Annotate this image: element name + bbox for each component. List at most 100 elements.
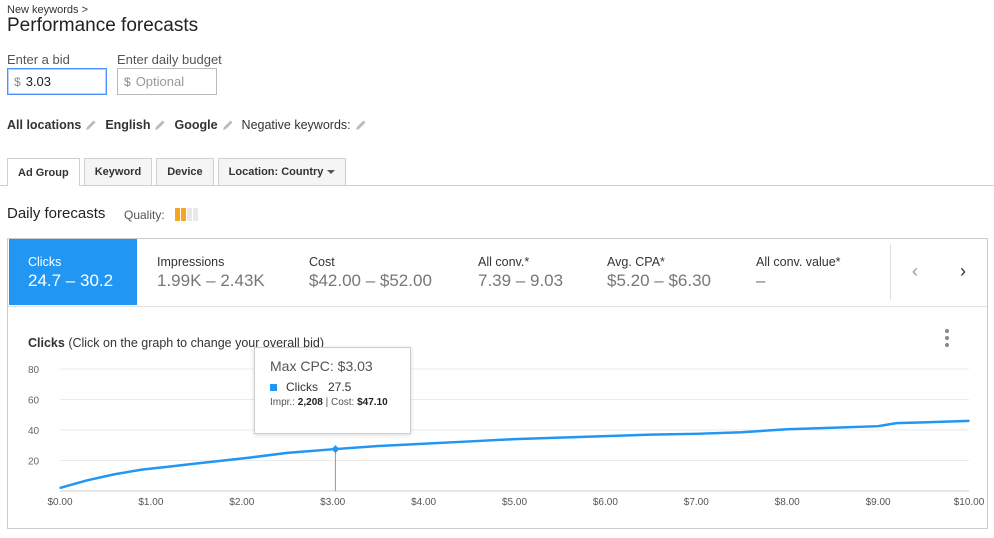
series-line-clicks [59, 419, 970, 490]
metric-value: 1.99K – 2.43K [157, 271, 265, 290]
pencil-icon [86, 120, 96, 130]
x-tick-label: $2.00 [229, 497, 254, 508]
more-vert-icon[interactable] [942, 327, 952, 349]
pencil-icon [355, 120, 366, 130]
pencil-icon [222, 120, 233, 130]
y-tick-label: 40 [28, 426, 40, 437]
metric-avg-cpa[interactable]: Avg. CPA* $5.20 – $6.30 [607, 239, 711, 305]
metric-all-conv-value[interactable]: All conv. value* – [756, 239, 841, 305]
data-point [86, 479, 89, 482]
tab-ad-group[interactable]: Ad Group [7, 158, 80, 186]
x-tick-label: $7.00 [684, 497, 709, 508]
data-point [922, 421, 925, 424]
metric-clicks[interactable]: Clicks 24.7 – 30.2 [9, 239, 137, 305]
negative-keywords-setting[interactable]: Negative keywords: [242, 118, 367, 132]
chevron-right-icon[interactable]: › [960, 261, 966, 281]
data-point [877, 425, 879, 427]
nav-divider [890, 244, 891, 300]
section-title: Daily forecasts [7, 205, 106, 222]
budget-label: Enter daily budget [117, 52, 222, 67]
highlight-marker [331, 445, 340, 454]
quality-indicator [175, 208, 199, 221]
data-point [59, 487, 61, 489]
data-point [513, 438, 516, 440]
x-tick-label: $4.00 [411, 497, 436, 508]
bid-currency: $ [14, 74, 21, 89]
data-point [468, 440, 470, 443]
chart-tooltip: Max CPC: $3.03 Clicks 27.5 Impr.: 2,208 … [254, 347, 411, 434]
quality-bar [187, 208, 192, 221]
pencil-icon [155, 120, 165, 130]
bid-label: Enter a bid [7, 52, 70, 67]
settings-row: All locations English Google Negative ke… [7, 118, 375, 132]
page-title: Performance forecasts [7, 15, 199, 36]
data-point [195, 462, 198, 465]
data-point [559, 436, 561, 439]
budget-currency: $ [124, 74, 131, 89]
quality-label: Quality: [124, 208, 165, 222]
metric-impressions[interactable]: Impressions 1.99K – 2.43K [157, 239, 265, 305]
metric-value: 7.39 – 9.03 [478, 271, 564, 290]
metric-label: Cost [309, 255, 335, 269]
data-point [286, 452, 289, 454]
clicks-chart[interactable]: 20 40 60 80 $0.00 $1.00 $2.00 $3.00 $4.00 $5.00 $6… [8, 239, 987, 528]
tooltip-cost-label: Cost: [330, 397, 355, 408]
metric-cost[interactable]: Cost $42.00 – $52.00 [309, 239, 432, 305]
tooltip-cost-value: $47.10 [357, 397, 388, 408]
tab-label: Ad Group [18, 166, 69, 179]
data-point [250, 456, 252, 459]
budget-input[interactable] [135, 74, 196, 89]
location-setting-label: All locations [7, 118, 82, 132]
data-point [740, 431, 743, 434]
chevron-left-icon[interactable]: ‹ [912, 261, 918, 281]
quality-bar [193, 208, 198, 221]
metric-label: Clicks [28, 255, 62, 269]
data-point [831, 426, 834, 429]
metric-label: Impressions [157, 255, 225, 269]
metric-label: All conv.* [478, 255, 530, 269]
data-point [222, 459, 225, 462]
tab-label: Device [167, 166, 203, 178]
tooltip-impr-value: 2,208 [297, 397, 323, 408]
data-point [422, 442, 425, 445]
series-swatch [270, 383, 277, 391]
tab-location-country[interactable]: Location: Country [217, 158, 347, 185]
negative-keywords-label: Negative keywords: [241, 118, 351, 132]
location-setting[interactable]: All locations [7, 118, 97, 132]
metric-label: All conv. value* [756, 255, 841, 269]
chart-title-hint: (Click on the graph to change your overa… [64, 336, 325, 350]
tab-bar: Ad Group Keyword Device Location: Countr… [7, 158, 350, 186]
bid-input[interactable] [25, 74, 86, 89]
data-point [968, 420, 970, 422]
data-point [650, 433, 652, 436]
metrics-strip: Clicks 24.7 – 30.2 Impressions 1.99K – 2… [8, 239, 987, 307]
network-setting[interactable]: Google [174, 118, 233, 132]
language-setting[interactable]: English [105, 118, 166, 132]
y-tick-label: 80 [28, 365, 40, 376]
data-point [604, 435, 607, 437]
x-tick-label: $6.00 [593, 497, 618, 508]
tooltip-separator: | [322, 397, 331, 408]
chart-title: Clicks (Click on the graph to change you… [28, 336, 324, 350]
metric-all-conv[interactable]: All conv.* 7.39 – 9.03 [478, 239, 563, 305]
tooltip-impr-label: Impr.: [270, 397, 296, 408]
quality-bar [181, 208, 186, 221]
tab-label: Keyword [94, 166, 142, 178]
data-point [377, 445, 379, 447]
x-tick-label: $9.00 [866, 497, 891, 508]
metric-value: $5.20 – $6.30 [607, 271, 711, 290]
quality-bar [175, 208, 180, 221]
x-tick-label: $1.00 [138, 497, 163, 508]
x-tick-label: $3.00 [320, 497, 345, 508]
bid-field[interactable]: $ [7, 68, 107, 95]
data-point [168, 465, 170, 468]
breadcrumb[interactable]: New keywords > [7, 4, 89, 16]
x-tick-label: $10.00 [954, 497, 985, 508]
tab-keyword[interactable]: Keyword [83, 158, 153, 185]
budget-field[interactable]: $ [117, 68, 217, 95]
tooltip-details: Impr.: 2,208 | Cost: $47.10 [270, 397, 410, 408]
data-point [113, 473, 116, 476]
tab-label: Location: Country [228, 166, 324, 178]
tab-device[interactable]: Device [156, 158, 214, 185]
metric-value: 24.7 – 30.2 [28, 271, 114, 290]
